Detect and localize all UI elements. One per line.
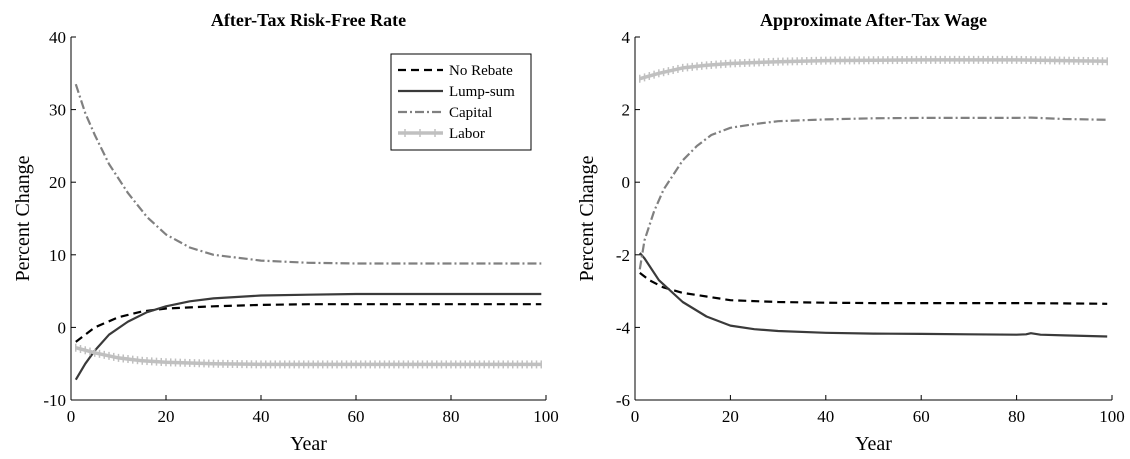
y-tick-label: 30 (49, 101, 66, 120)
x-axis-label: Year (290, 433, 327, 455)
chart-title: After-Tax Risk-Free Rate (211, 10, 406, 30)
series-line-capital (74, 83, 542, 265)
labor-markers (639, 55, 1108, 83)
x-tick-label: 100 (1099, 407, 1125, 426)
x-tick-label: 80 (443, 407, 460, 426)
legend-entry: Lump-sum (449, 84, 515, 100)
y-axis-label: Percent Change (12, 155, 34, 281)
y-axis-label: Percent Change (576, 155, 598, 281)
series-line-no-rebate (639, 272, 1108, 305)
x-tick-label: 100 (533, 407, 559, 426)
y-tick-label: 0 (622, 173, 631, 192)
x-tick-label: 60 (348, 407, 365, 426)
x-tick-label: 0 (67, 407, 76, 426)
y-tick-label: -2 (616, 246, 630, 265)
y-tick-label: 40 (49, 28, 66, 47)
legend-entry: Labor (449, 126, 485, 142)
x-tick-label: 40 (817, 407, 834, 426)
series-line-lump-sum (638, 252, 1108, 338)
x-tick-label: 20 (158, 407, 175, 426)
series-line-lump-sum (74, 292, 542, 381)
x-tick-label: 0 (631, 407, 640, 426)
y-tick-label: 10 (49, 246, 66, 265)
series-line-no-rebate (75, 303, 542, 343)
x-tick-label: 60 (913, 407, 930, 426)
legend: No Rebate Lump-sum Capital Labor (390, 53, 532, 151)
x-tick-label: 40 (253, 407, 270, 426)
series-line-capital (638, 116, 1108, 270)
x-tick-label: 80 (1008, 407, 1025, 426)
y-tick-label: 20 (49, 173, 66, 192)
legend-entry: Capital (449, 105, 492, 121)
legend-entry: No Rebate (449, 63, 513, 79)
y-tick-label: 4 (622, 28, 631, 47)
x-tick-label: 20 (722, 407, 739, 426)
chart-title: Approximate After-Tax Wage (760, 10, 987, 30)
y-tick-label: 2 (622, 101, 631, 120)
x-axis-label: Year (855, 433, 892, 455)
y-tick-label: -6 (616, 391, 630, 410)
y-tick-label: -10 (43, 391, 66, 410)
labor-markers (75, 343, 542, 369)
y-tick-label: -4 (616, 318, 631, 337)
y-tick-label: 0 (58, 318, 67, 337)
